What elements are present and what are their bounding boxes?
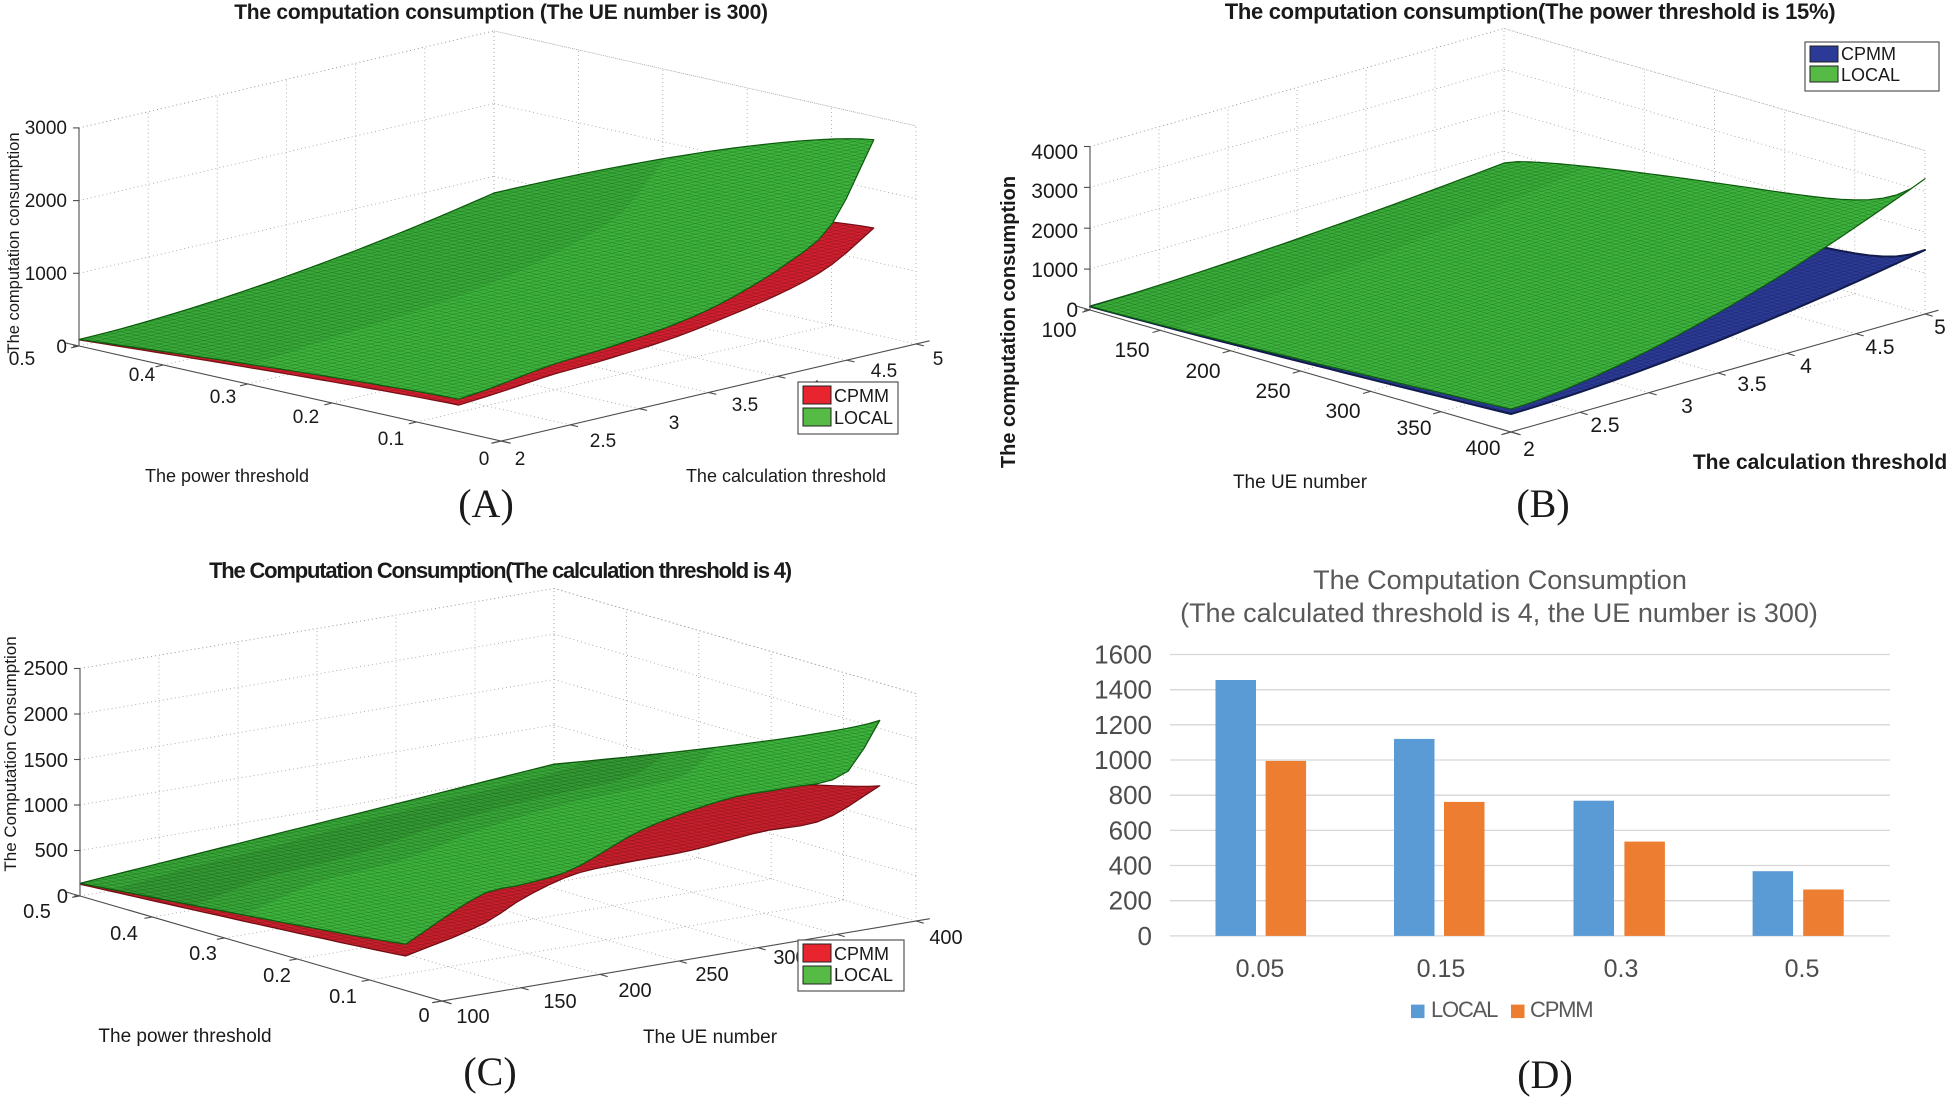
- svg-text:150: 150: [1114, 339, 1149, 362]
- svg-text:0.5: 0.5: [1785, 955, 1820, 983]
- svg-text:The computation consumption (T: The computation consumption (The UE numb…: [234, 1, 768, 24]
- svg-text:(A): (A): [458, 481, 514, 526]
- svg-text:The calculation threshold: The calculation threshold: [1693, 451, 1947, 474]
- svg-text:The power threshold: The power threshold: [98, 1026, 271, 1047]
- svg-text:0.5: 0.5: [23, 901, 51, 923]
- svg-text:CPMM: CPMM: [834, 944, 889, 964]
- svg-text:1000: 1000: [24, 795, 69, 817]
- svg-text:The UE number: The UE number: [1233, 472, 1368, 493]
- svg-text:200: 200: [1185, 360, 1220, 383]
- svg-text:3000: 3000: [1031, 180, 1078, 203]
- svg-text:1000: 1000: [25, 264, 67, 285]
- svg-text:0.2: 0.2: [293, 407, 319, 428]
- svg-text:0.1: 0.1: [378, 429, 404, 450]
- svg-text:The computation consumption: The computation consumption: [5, 132, 23, 353]
- svg-text:0: 0: [1066, 299, 1078, 322]
- svg-text:2000: 2000: [24, 704, 69, 726]
- svg-text:LOCAL: LOCAL: [1841, 65, 1900, 85]
- svg-text:0.15: 0.15: [1417, 955, 1466, 983]
- svg-text:250: 250: [1255, 380, 1290, 403]
- svg-text:CPMM: CPMM: [834, 386, 889, 406]
- svg-text:3.5: 3.5: [1737, 373, 1766, 396]
- svg-text:3: 3: [1681, 395, 1693, 418]
- svg-text:CPMM: CPMM: [1841, 44, 1896, 64]
- svg-text:0.5: 0.5: [9, 349, 35, 370]
- svg-text:2: 2: [1523, 438, 1535, 461]
- svg-text:LOCAL: LOCAL: [834, 965, 893, 985]
- svg-text:0.3: 0.3: [189, 943, 217, 965]
- svg-text:2.5: 2.5: [1590, 414, 1619, 437]
- svg-text:2: 2: [515, 449, 526, 470]
- svg-text:100: 100: [1041, 319, 1076, 342]
- svg-text:0: 0: [57, 886, 68, 908]
- svg-text:3: 3: [669, 413, 680, 434]
- svg-text:4.5: 4.5: [871, 361, 897, 382]
- svg-text:The computation consumption(Th: The computation consumption(The power th…: [1225, 0, 1836, 24]
- svg-text:LOCAL: LOCAL: [834, 408, 893, 428]
- svg-text:1400: 1400: [1094, 675, 1152, 705]
- svg-text:The Computation Consumption(Th: The Computation Consumption(The calculat…: [209, 558, 792, 583]
- svg-text:2500: 2500: [24, 658, 69, 680]
- svg-text:5: 5: [933, 349, 944, 370]
- svg-text:400: 400: [929, 927, 962, 949]
- svg-text:4000: 4000: [1031, 141, 1078, 164]
- svg-text:The calculation threshold: The calculation threshold: [686, 466, 886, 486]
- svg-text:150: 150: [543, 991, 576, 1013]
- svg-text:400: 400: [1465, 437, 1500, 460]
- svg-text:400: 400: [1109, 851, 1152, 881]
- svg-text:(The calculated threshold is 4: (The calculated threshold is 4, the UE n…: [1180, 598, 1818, 628]
- svg-text:2.5: 2.5: [590, 431, 616, 452]
- svg-text:250: 250: [695, 964, 728, 986]
- svg-text:1000: 1000: [1031, 259, 1078, 282]
- svg-text:CPMM: CPMM: [1530, 997, 1592, 1022]
- svg-text:1000: 1000: [1094, 745, 1152, 775]
- svg-text:2000: 2000: [25, 191, 67, 212]
- svg-text:0.4: 0.4: [110, 923, 138, 945]
- svg-text:(D): (D): [1517, 1052, 1573, 1097]
- svg-text:3000: 3000: [25, 118, 67, 139]
- svg-text:500: 500: [35, 840, 68, 862]
- svg-text:3.5: 3.5: [732, 395, 758, 416]
- svg-text:LOCAL: LOCAL: [1431, 997, 1498, 1022]
- svg-text:The UE number: The UE number: [643, 1027, 778, 1048]
- svg-text:100: 100: [456, 1006, 489, 1028]
- svg-text:0: 0: [56, 337, 67, 358]
- svg-text:0: 0: [1138, 921, 1152, 951]
- svg-text:(B): (B): [1516, 481, 1569, 526]
- svg-text:The Computation Consumption: The Computation Consumption: [1313, 565, 1687, 595]
- svg-text:1600: 1600: [1094, 640, 1152, 670]
- svg-text:1200: 1200: [1094, 710, 1152, 740]
- svg-text:0.05: 0.05: [1236, 955, 1285, 983]
- svg-text:0.4: 0.4: [129, 365, 156, 386]
- svg-text:(C): (C): [463, 1049, 516, 1094]
- svg-text:0.1: 0.1: [329, 986, 357, 1008]
- svg-text:5: 5: [1934, 316, 1946, 339]
- svg-text:The power threshold: The power threshold: [145, 466, 309, 486]
- svg-text:The computation consumption: The computation consumption: [998, 176, 1020, 468]
- svg-text:0.2: 0.2: [263, 965, 291, 987]
- svg-text:0.3: 0.3: [210, 387, 236, 408]
- svg-text:0.3: 0.3: [1604, 955, 1639, 983]
- svg-text:4.5: 4.5: [1865, 336, 1894, 359]
- svg-text:4: 4: [1800, 355, 1812, 378]
- svg-text:0: 0: [418, 1005, 429, 1027]
- svg-text:600: 600: [1109, 815, 1152, 845]
- svg-text:2000: 2000: [1031, 220, 1078, 243]
- svg-text:1500: 1500: [24, 750, 69, 772]
- svg-text:The Computation Consumption: The Computation Consumption: [1, 636, 20, 871]
- svg-text:350: 350: [1396, 417, 1431, 440]
- svg-text:200: 200: [1109, 886, 1152, 916]
- svg-text:200: 200: [618, 980, 651, 1002]
- svg-text:0: 0: [479, 449, 490, 470]
- svg-text:300: 300: [1325, 400, 1360, 423]
- svg-text:800: 800: [1109, 780, 1152, 810]
